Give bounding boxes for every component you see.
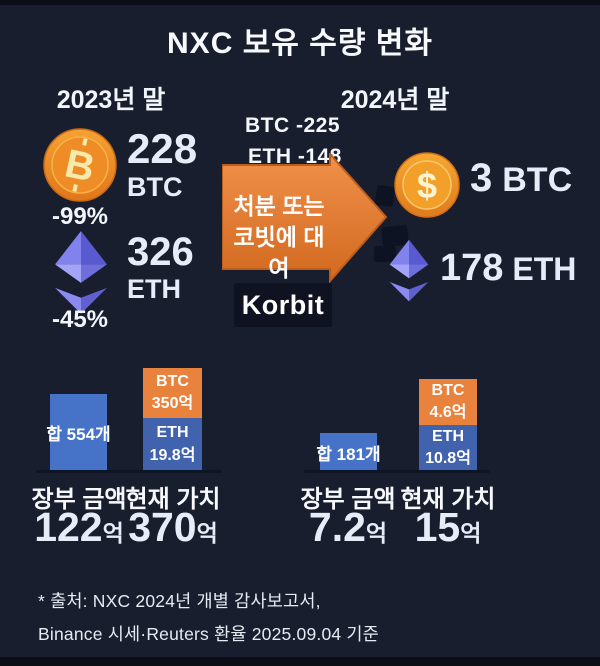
period-label-2024: 2024년 말 [340, 86, 450, 114]
current-value-unit-2024: 억 [460, 520, 482, 546]
flow-arrow-icon [222, 153, 388, 283]
book-value-category-2023: 장부 금액 [31, 486, 127, 513]
book-value-total-2023: 122억 [26, 504, 132, 551]
book-value-category-2024: 장부 금액 [300, 486, 396, 513]
book-value-number-2024: 7.2 [308, 504, 366, 550]
btc-2024-line: 3 BTC [470, 156, 572, 201]
eth-2024-unit: ETH [512, 251, 577, 287]
coin-count-label-2024: 합 181개 [316, 444, 381, 464]
dollar-coin-icon: $ [394, 152, 460, 218]
btc-segment-value: 350억 [151, 395, 194, 412]
flow-arrow-caption-line2: 코빗에 대여 [233, 224, 325, 282]
korbit-badge: Korbit [234, 283, 332, 327]
ethereum-icon [389, 239, 429, 302]
btc-segment-value: 4.6억 [429, 404, 467, 421]
page-title: NXC 보유 수량 변화 [167, 27, 433, 60]
book-value-unit-2024: 억 [365, 520, 388, 546]
btc-segment-name: BTC [431, 381, 465, 399]
btc-delta-label: BTC -225 [245, 114, 341, 137]
btc-segment-2024: BTC 4.6억 [419, 379, 477, 425]
btc-2023-unit: BTC [127, 172, 183, 202]
source-note-line1: * 출처: NXC 2024년 개별 감사보고서, [38, 591, 321, 611]
book-value-unit-2023: 억 [102, 520, 124, 546]
btc-2023-amount-block: 228 BTC [127, 128, 197, 201]
current-value-number-2023: 370 [128, 504, 197, 550]
current-value-total-2023: 370억 [120, 504, 226, 551]
period-label-2023: 2023년 말 [56, 86, 166, 114]
book-value-total-2024: 7.2억 [295, 504, 401, 551]
ethereum-icon [55, 231, 107, 314]
redaction-artifact [374, 246, 396, 262]
eth-segment-2024: ETH 10.8억 [419, 425, 477, 471]
book-value-bar-2023: 합 554개 [46, 394, 111, 471]
current-value-bar-2023: BTC 350억 ETH 19.8억 [143, 368, 202, 471]
current-value-bar-2024: BTC 4.6억 ETH 10.8억 [419, 379, 477, 471]
eth-2023-amount-block: 326 ETH [127, 232, 194, 303]
eth-segment-value: 10.8억 [425, 450, 471, 467]
svg-text:$: $ [417, 165, 437, 206]
btc-2024-unit: BTC [502, 161, 573, 199]
chart-baseline-2023 [36, 470, 222, 473]
current-value-number-2024: 15 [414, 504, 461, 550]
btc-segment-2023: BTC 350억 [143, 368, 202, 418]
bitcoin-coin-icon: B [43, 128, 117, 202]
current-value-category-2024: 현재 가치 [400, 486, 496, 513]
eth-segment-name: ETH [156, 424, 189, 442]
eth-change-badge: -45% [51, 306, 109, 333]
flow-arrow-caption-line1: 처분 또는 [233, 193, 325, 219]
eth-2024-amount: 178 [440, 247, 504, 289]
flow-arrow-caption: 처분 또는 코빗에 대여 [224, 191, 334, 284]
top-edge-band [0, 0, 600, 5]
current-value-total-2024: 15억 [395, 504, 501, 551]
btc-change-badge: -99% [51, 203, 109, 230]
bottom-edge-band [0, 657, 600, 666]
eth-2023-unit: ETH [127, 274, 181, 304]
btc-2024-amount: 3 [470, 156, 493, 200]
eth-segment-2023: ETH 19.8억 [143, 418, 202, 471]
book-value-bar-2024: 합 181개 [316, 433, 381, 471]
eth-2023-amount: 326 [127, 230, 194, 274]
book-value-number-2023: 122 [34, 504, 103, 550]
eth-segment-value: 19.8억 [149, 446, 196, 464]
source-note-line2: Binance 시세·Reuters 환율 2025.09.04 기준 [38, 624, 379, 644]
eth-segment-name: ETH [432, 427, 464, 445]
current-value-unit-2023: 억 [196, 520, 218, 546]
chart-baseline-2024 [304, 470, 490, 473]
eth-delta-label: ETH -148 [248, 145, 342, 168]
btc-2023-amount: 228 [127, 125, 198, 172]
btc-segment-name: BTC [156, 372, 189, 390]
current-value-category-2023: 현재 가치 [125, 486, 221, 513]
coin-count-label-2023: 합 554개 [46, 425, 111, 444]
eth-2024-line: 178 ETH [440, 247, 576, 290]
